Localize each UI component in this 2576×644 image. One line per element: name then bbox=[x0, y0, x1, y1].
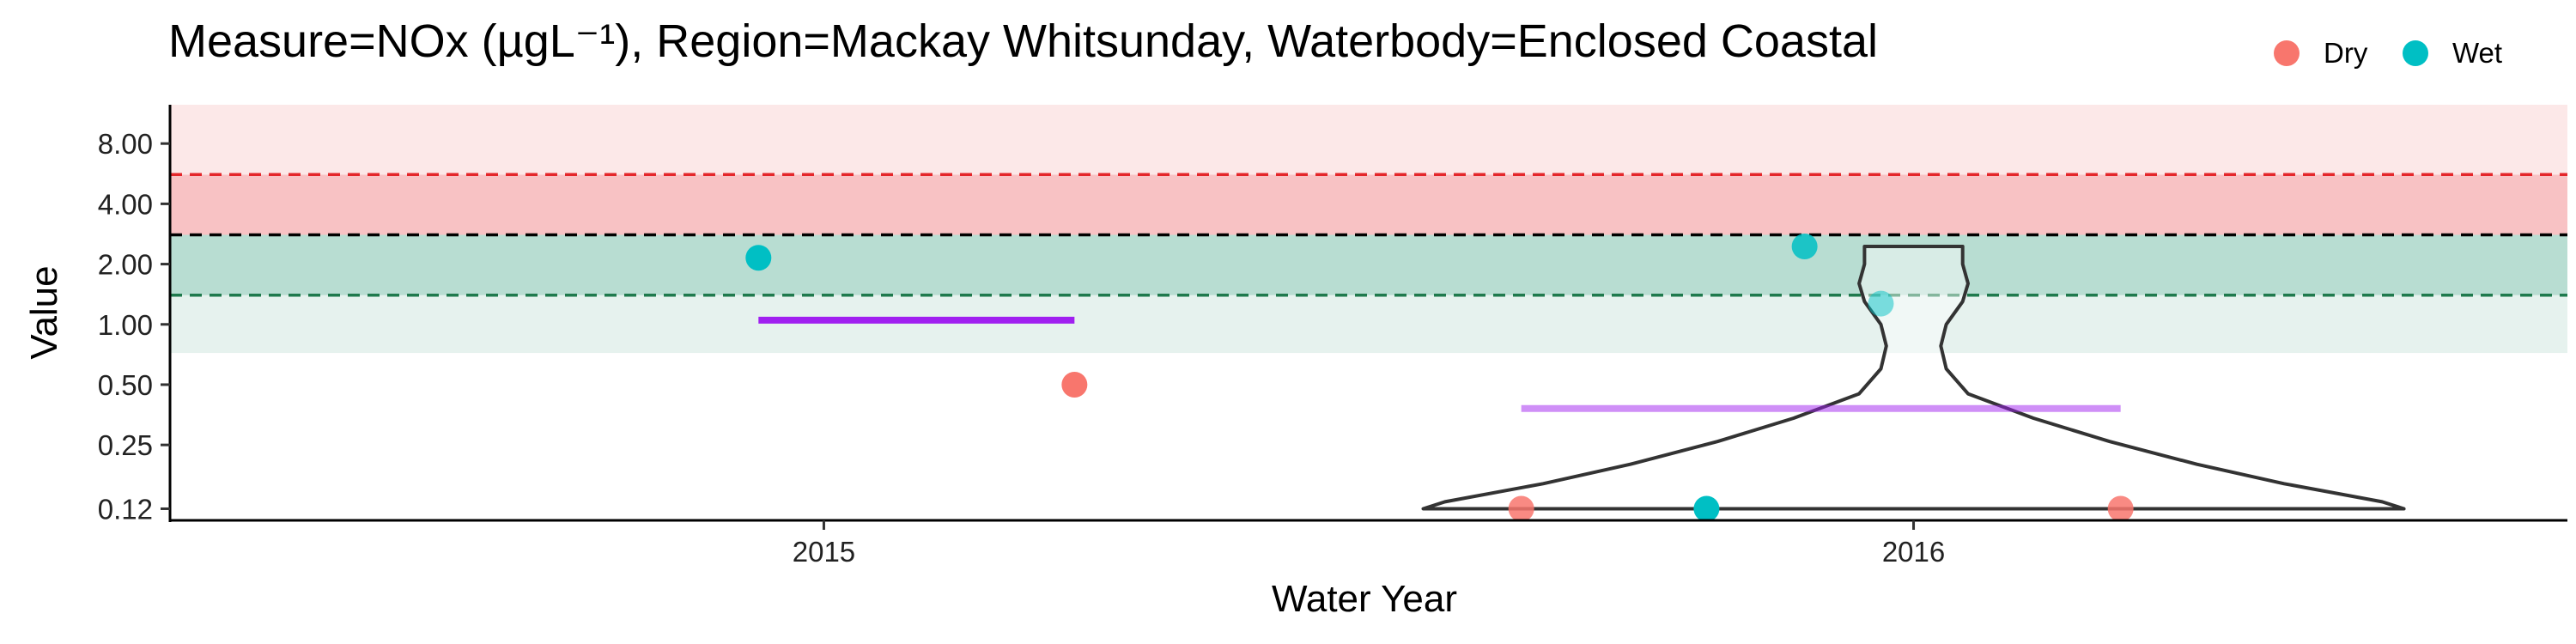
threshold-band-1 bbox=[170, 234, 2567, 295]
legend-label-wet: Wet bbox=[2452, 37, 2502, 69]
y-tick-label: 0.50 bbox=[98, 369, 153, 401]
point-dry-0 bbox=[1061, 371, 1088, 398]
threshold-band-3 bbox=[170, 105, 2567, 175]
y-tick-label: 0.25 bbox=[98, 429, 153, 461]
point-dry-1 bbox=[1508, 495, 1534, 522]
y-tick-label: 0.12 bbox=[98, 493, 153, 525]
x-axis-label: Water Year bbox=[1272, 578, 1457, 620]
chart-title: Measure=NOx (µgL⁻¹), Region=Mackay Whits… bbox=[168, 15, 1878, 67]
y-tick-label: 2.00 bbox=[98, 249, 153, 281]
point-wet-3 bbox=[1868, 290, 1894, 317]
legend-key-wet bbox=[2403, 40, 2428, 66]
legend-key-dry bbox=[2274, 40, 2300, 66]
violin-shape bbox=[1421, 245, 2406, 511]
y-tick-label: 4.00 bbox=[98, 188, 153, 220]
legend-label-dry: Dry bbox=[2324, 37, 2368, 69]
point-wet-1 bbox=[1693, 495, 1720, 522]
x-tick-label: 2016 bbox=[1882, 536, 1945, 568]
y-axis-label: Value bbox=[23, 265, 65, 359]
point-wet-2 bbox=[1791, 234, 1818, 260]
point-wet-0 bbox=[745, 245, 772, 271]
point-dry-2 bbox=[2107, 495, 2134, 522]
threshold-band-2 bbox=[170, 174, 2567, 235]
y-tick-label: 8.00 bbox=[98, 128, 153, 160]
x-tick-label: 2015 bbox=[793, 536, 855, 568]
y-tick-label: 1.00 bbox=[98, 309, 153, 341]
